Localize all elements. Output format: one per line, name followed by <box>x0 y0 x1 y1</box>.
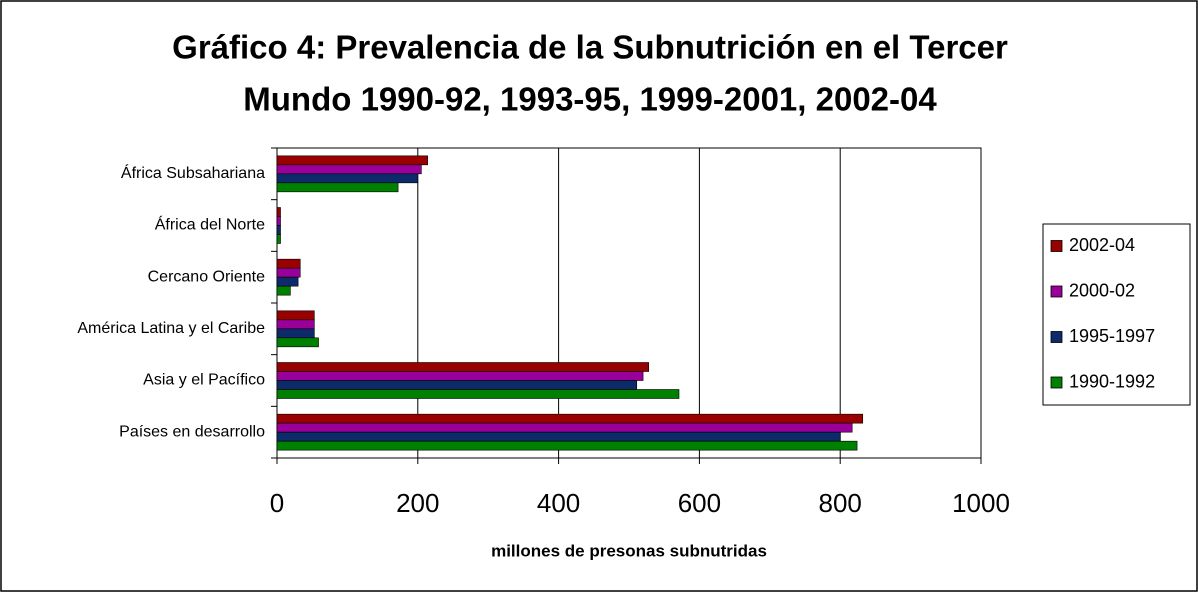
y-tick-label: Cercano Oriente <box>148 268 265 285</box>
bar <box>276 155 428 166</box>
bar <box>276 431 841 442</box>
bar <box>276 440 858 451</box>
y-tick-label: África del Norte <box>155 215 265 234</box>
bar <box>276 225 281 235</box>
bar <box>276 389 680 399</box>
bar <box>276 337 319 348</box>
bar <box>276 413 864 424</box>
legend-swatch <box>1050 331 1063 343</box>
chart-title: Gráfico 4: Prevalencia de la Subnutrició… <box>172 29 1008 66</box>
legend-label: 1990-1992 <box>1069 371 1155 391</box>
chart-title: Mundo 1990-92, 1993-95, 1999-2001, 2002-… <box>243 81 937 118</box>
x-tick-label: 600 <box>678 488 721 518</box>
bar <box>276 216 281 226</box>
bar <box>276 207 281 217</box>
bar <box>276 285 291 296</box>
y-tick-label: África Subsahariana <box>121 163 265 182</box>
x-tick-label: 800 <box>819 488 862 518</box>
bar <box>276 267 301 278</box>
bar <box>276 276 299 287</box>
bar <box>276 371 644 381</box>
bar <box>276 182 399 193</box>
bar <box>276 258 301 269</box>
bar <box>276 234 281 244</box>
y-tick-label: Países en desarrollo <box>119 423 265 440</box>
legend-label: 2002-04 <box>1069 235 1135 255</box>
x-tick-label: 1000 <box>952 488 1010 518</box>
bar <box>276 380 638 390</box>
legend-swatch <box>1050 240 1063 252</box>
legend-label: 2000-02 <box>1069 280 1135 300</box>
x-tick-label: 400 <box>537 488 580 518</box>
legend-swatch <box>1050 376 1063 389</box>
legend-label: 1995-1997 <box>1069 326 1155 346</box>
y-tick-label: América Latina y el Caribe <box>77 320 265 337</box>
legend-swatch <box>1050 285 1063 298</box>
y-tick-label: Asia y el Pacífico <box>143 372 265 389</box>
bar <box>276 422 853 433</box>
bar <box>276 310 315 321</box>
bar <box>276 362 650 372</box>
x-axis-label: millones de presonas subnutridas <box>491 541 767 560</box>
x-tick-label: 200 <box>396 488 439 518</box>
bar <box>276 164 422 175</box>
bar <box>276 319 315 330</box>
x-tick-label: 0 <box>270 488 284 518</box>
bar <box>276 173 419 184</box>
legend-box <box>1042 223 1191 406</box>
bar <box>276 328 315 339</box>
